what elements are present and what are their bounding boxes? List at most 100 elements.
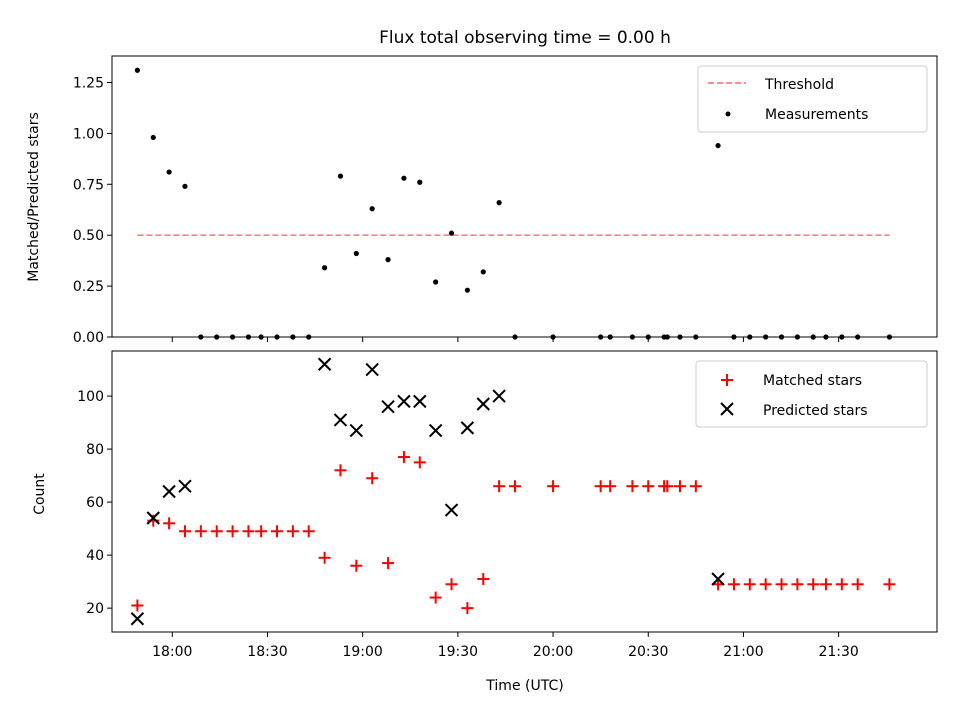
top-series-layer [134, 67, 893, 340]
x-tick-label: 21:30 [818, 644, 858, 660]
matched-star-marker [271, 525, 283, 538]
bottom-legend-box [695, 360, 928, 428]
measurement-point [448, 230, 455, 236]
top-y-tick-label: 1.25 [73, 75, 104, 91]
matched-star-marker [382, 557, 395, 570]
bottom-axes-frame [111, 350, 938, 633]
predicted-star-marker [492, 389, 506, 403]
measurement-point [150, 134, 156, 141]
measurement-point [417, 179, 423, 185]
x-tick-label: 19:30 [438, 644, 478, 660]
top-axis-layer: 0.00 0.25 0.50 0.75 1.00 1.25 [73, 75, 840, 346]
matched-star-marker [547, 480, 560, 493]
x-axis-label: Time (UTC) [485, 678, 563, 694]
matched-star-marker [194, 525, 207, 538]
matched-star-marker [163, 517, 176, 530]
legend-measurements-label: Measurements [765, 107, 868, 123]
top-y-tick-label: 0.50 [73, 228, 104, 244]
matched-star-marker [604, 480, 617, 493]
predicted-star-marker [460, 421, 475, 435]
matched-star-marker [226, 525, 239, 538]
bottom-panel: 20 40 60 80 100 18:00 18:30 19:00 19:30 20:00 20:3… [32, 350, 938, 694]
bottom-y-tick-label: 40 [86, 548, 104, 564]
predicted-star-marker [317, 357, 332, 371]
matched-star-marker [727, 578, 740, 591]
bottom-y-tick-label: 60 [86, 495, 104, 511]
bottom-y-tick-label: 100 [77, 389, 104, 405]
predicted-star-marker [146, 511, 160, 525]
top-legend: Threshold Measurements [697, 65, 928, 133]
legend-measurements-swatch [725, 111, 731, 117]
top-y-tick-label: 0.25 [73, 279, 104, 295]
matched-star-marker [334, 464, 347, 477]
predicted-star-marker [428, 423, 443, 438]
matched-star-marker [461, 602, 474, 615]
matched-star-marker [302, 525, 315, 538]
measurement-point [321, 265, 328, 271]
predicted-star-marker [178, 479, 192, 493]
measurement-point [433, 279, 439, 285]
matched-star-marker [318, 551, 331, 564]
measurement-point [385, 257, 391, 263]
matched-star-marker [851, 578, 864, 591]
top-y-tick-label: 0.00 [73, 330, 104, 346]
legend-predicted-label: Predicted stars [763, 403, 868, 419]
legend-matched-swatch [721, 374, 733, 386]
matched-star-marker [835, 578, 848, 591]
matched-star-marker [819, 578, 832, 591]
predicted-star-marker [130, 612, 145, 626]
x-tick-label: 20:30 [628, 644, 668, 660]
predicted-star-marker [162, 484, 176, 499]
measurement-point [464, 287, 470, 293]
top-axes-frame [111, 55, 938, 338]
matched-star-marker [883, 578, 896, 591]
x-tick-label: 20:00 [533, 644, 573, 660]
x-tick-label: 21:00 [723, 644, 763, 660]
matched-star-marker [350, 559, 363, 572]
legend-threshold-label: Threshold [764, 77, 834, 93]
matched-star-marker [445, 578, 458, 591]
measurement-point [480, 269, 486, 275]
matched-star-marker [642, 480, 655, 493]
matched-star-marker [661, 480, 674, 493]
matched-star-marker [508, 480, 521, 493]
chart-title: Flux total observing time = 0.00 h [379, 28, 671, 48]
matched-star-marker [413, 456, 426, 469]
bottom-series-layer [130, 357, 896, 626]
measurement-point [401, 175, 407, 181]
measurement-point [337, 173, 344, 179]
top-y-tick-label: 1.00 [73, 126, 104, 142]
predicted-star-marker [444, 503, 459, 517]
matched-star-marker [673, 480, 686, 493]
legend-predicted-swatch [720, 402, 734, 416]
x-tick-label: 18:30 [247, 644, 287, 660]
measurement-point [166, 169, 172, 175]
predicted-star-marker [381, 399, 395, 414]
matched-star-marker [759, 578, 772, 591]
matched-star-marker [477, 572, 490, 585]
matched-star-marker [493, 480, 506, 493]
x-tick-label: 18:00 [152, 644, 192, 660]
predicted-star-marker [476, 397, 490, 411]
matched-star-marker [626, 480, 639, 493]
predicted-star-marker [349, 423, 364, 438]
matched-star-marker [286, 525, 299, 538]
measurement-point [496, 200, 502, 206]
measurement-point [353, 250, 359, 257]
matched-star-marker [743, 578, 756, 591]
bottom-y-tick-label: 80 [86, 442, 104, 458]
top-y-tick-label: 0.75 [73, 177, 104, 193]
bottom-y-tick-label: 20 [86, 601, 104, 617]
predicted-star-marker [365, 362, 379, 377]
matched-star-marker [397, 451, 410, 464]
x-tick-label: 19:00 [342, 644, 382, 660]
matched-star-marker [178, 525, 191, 538]
predicted-star-marker [413, 394, 427, 409]
bottom-y-axis-label: Count [32, 473, 48, 515]
predicted-star-marker [397, 394, 411, 409]
measurement-point [715, 142, 721, 149]
matched-star-marker [255, 525, 268, 538]
measurement-point [182, 183, 188, 189]
matched-star-marker [807, 578, 820, 591]
